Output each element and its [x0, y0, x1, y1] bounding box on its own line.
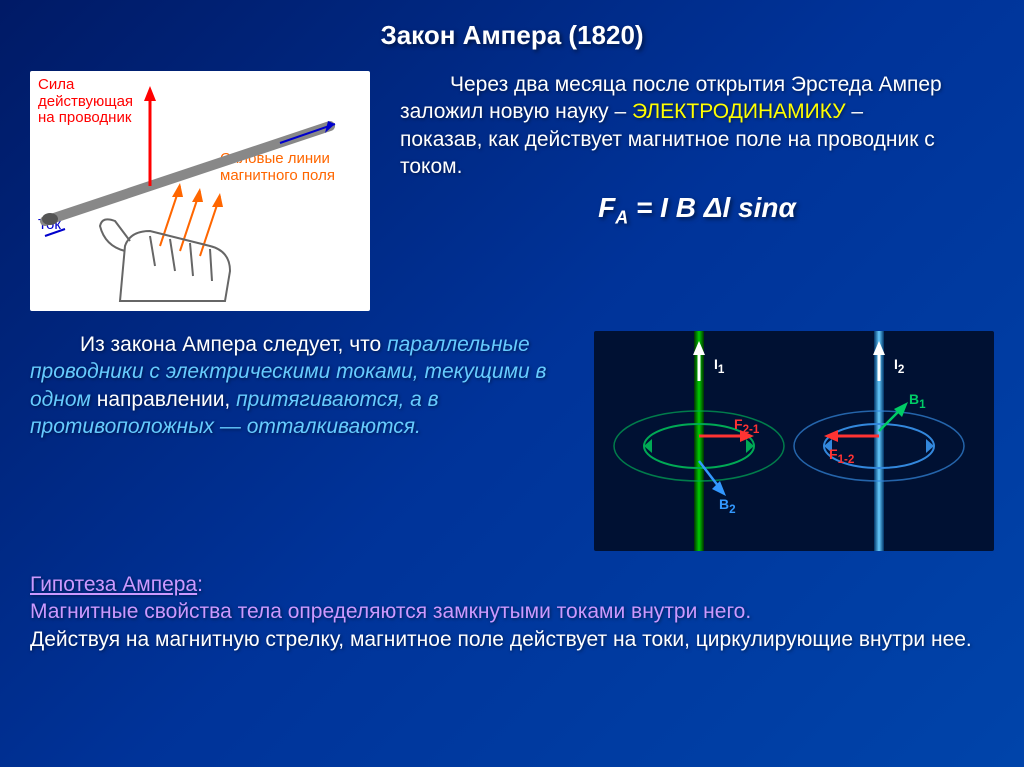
- hypothesis-line2: Действуя на магнитную стрелку, магнитное…: [30, 626, 994, 653]
- slide-title: Закон Ампера (1820): [30, 20, 994, 51]
- label-F12: F1-2: [829, 446, 854, 466]
- consequence-text: Из закона Ампера следует, что параллельн…: [30, 331, 564, 551]
- hypothesis-colon: :: [197, 573, 203, 596]
- intro-highlight: ЭЛЕКТРОДИНАМИКУ: [632, 100, 846, 123]
- ampere-formula: FA = I B Δl sinα: [400, 190, 994, 230]
- parallel-wires-diagram: I1 I2 B1 B2 F2-1 F1-2: [594, 331, 994, 551]
- label-I1: I1: [714, 356, 724, 376]
- hypothesis-block: Гипотеза Ампера: Магнитные свойства тела…: [30, 571, 994, 653]
- intro-part2: –: [846, 100, 864, 123]
- conseq-p2: направлении,: [97, 388, 236, 411]
- label-B1: B1: [909, 391, 926, 411]
- hand-rule-diagram: Сила действующая на проводник Силовые ли…: [30, 71, 370, 311]
- top-row: Сила действующая на проводник Силовые ли…: [30, 71, 994, 311]
- intro-text: Через два месяца после открытия Эрстеда …: [400, 71, 994, 311]
- label-B2: B2: [719, 496, 736, 516]
- hypothesis-title: Гипотеза Ампера: [30, 573, 197, 596]
- mid-row: Из закона Ампера следует, что параллельн…: [30, 331, 994, 551]
- hand-rule-svg: [30, 71, 370, 311]
- label-F21: F2-1: [734, 416, 759, 436]
- wires-svg: [594, 331, 994, 551]
- intro-line2: показав, как действует магнитное поле на…: [400, 126, 994, 181]
- label-I2: I2: [894, 356, 904, 376]
- conseq-p1: Из закона Ампера следует, что: [80, 333, 387, 356]
- hypothesis-line1: Магнитные свойства тела определяются зам…: [30, 598, 994, 625]
